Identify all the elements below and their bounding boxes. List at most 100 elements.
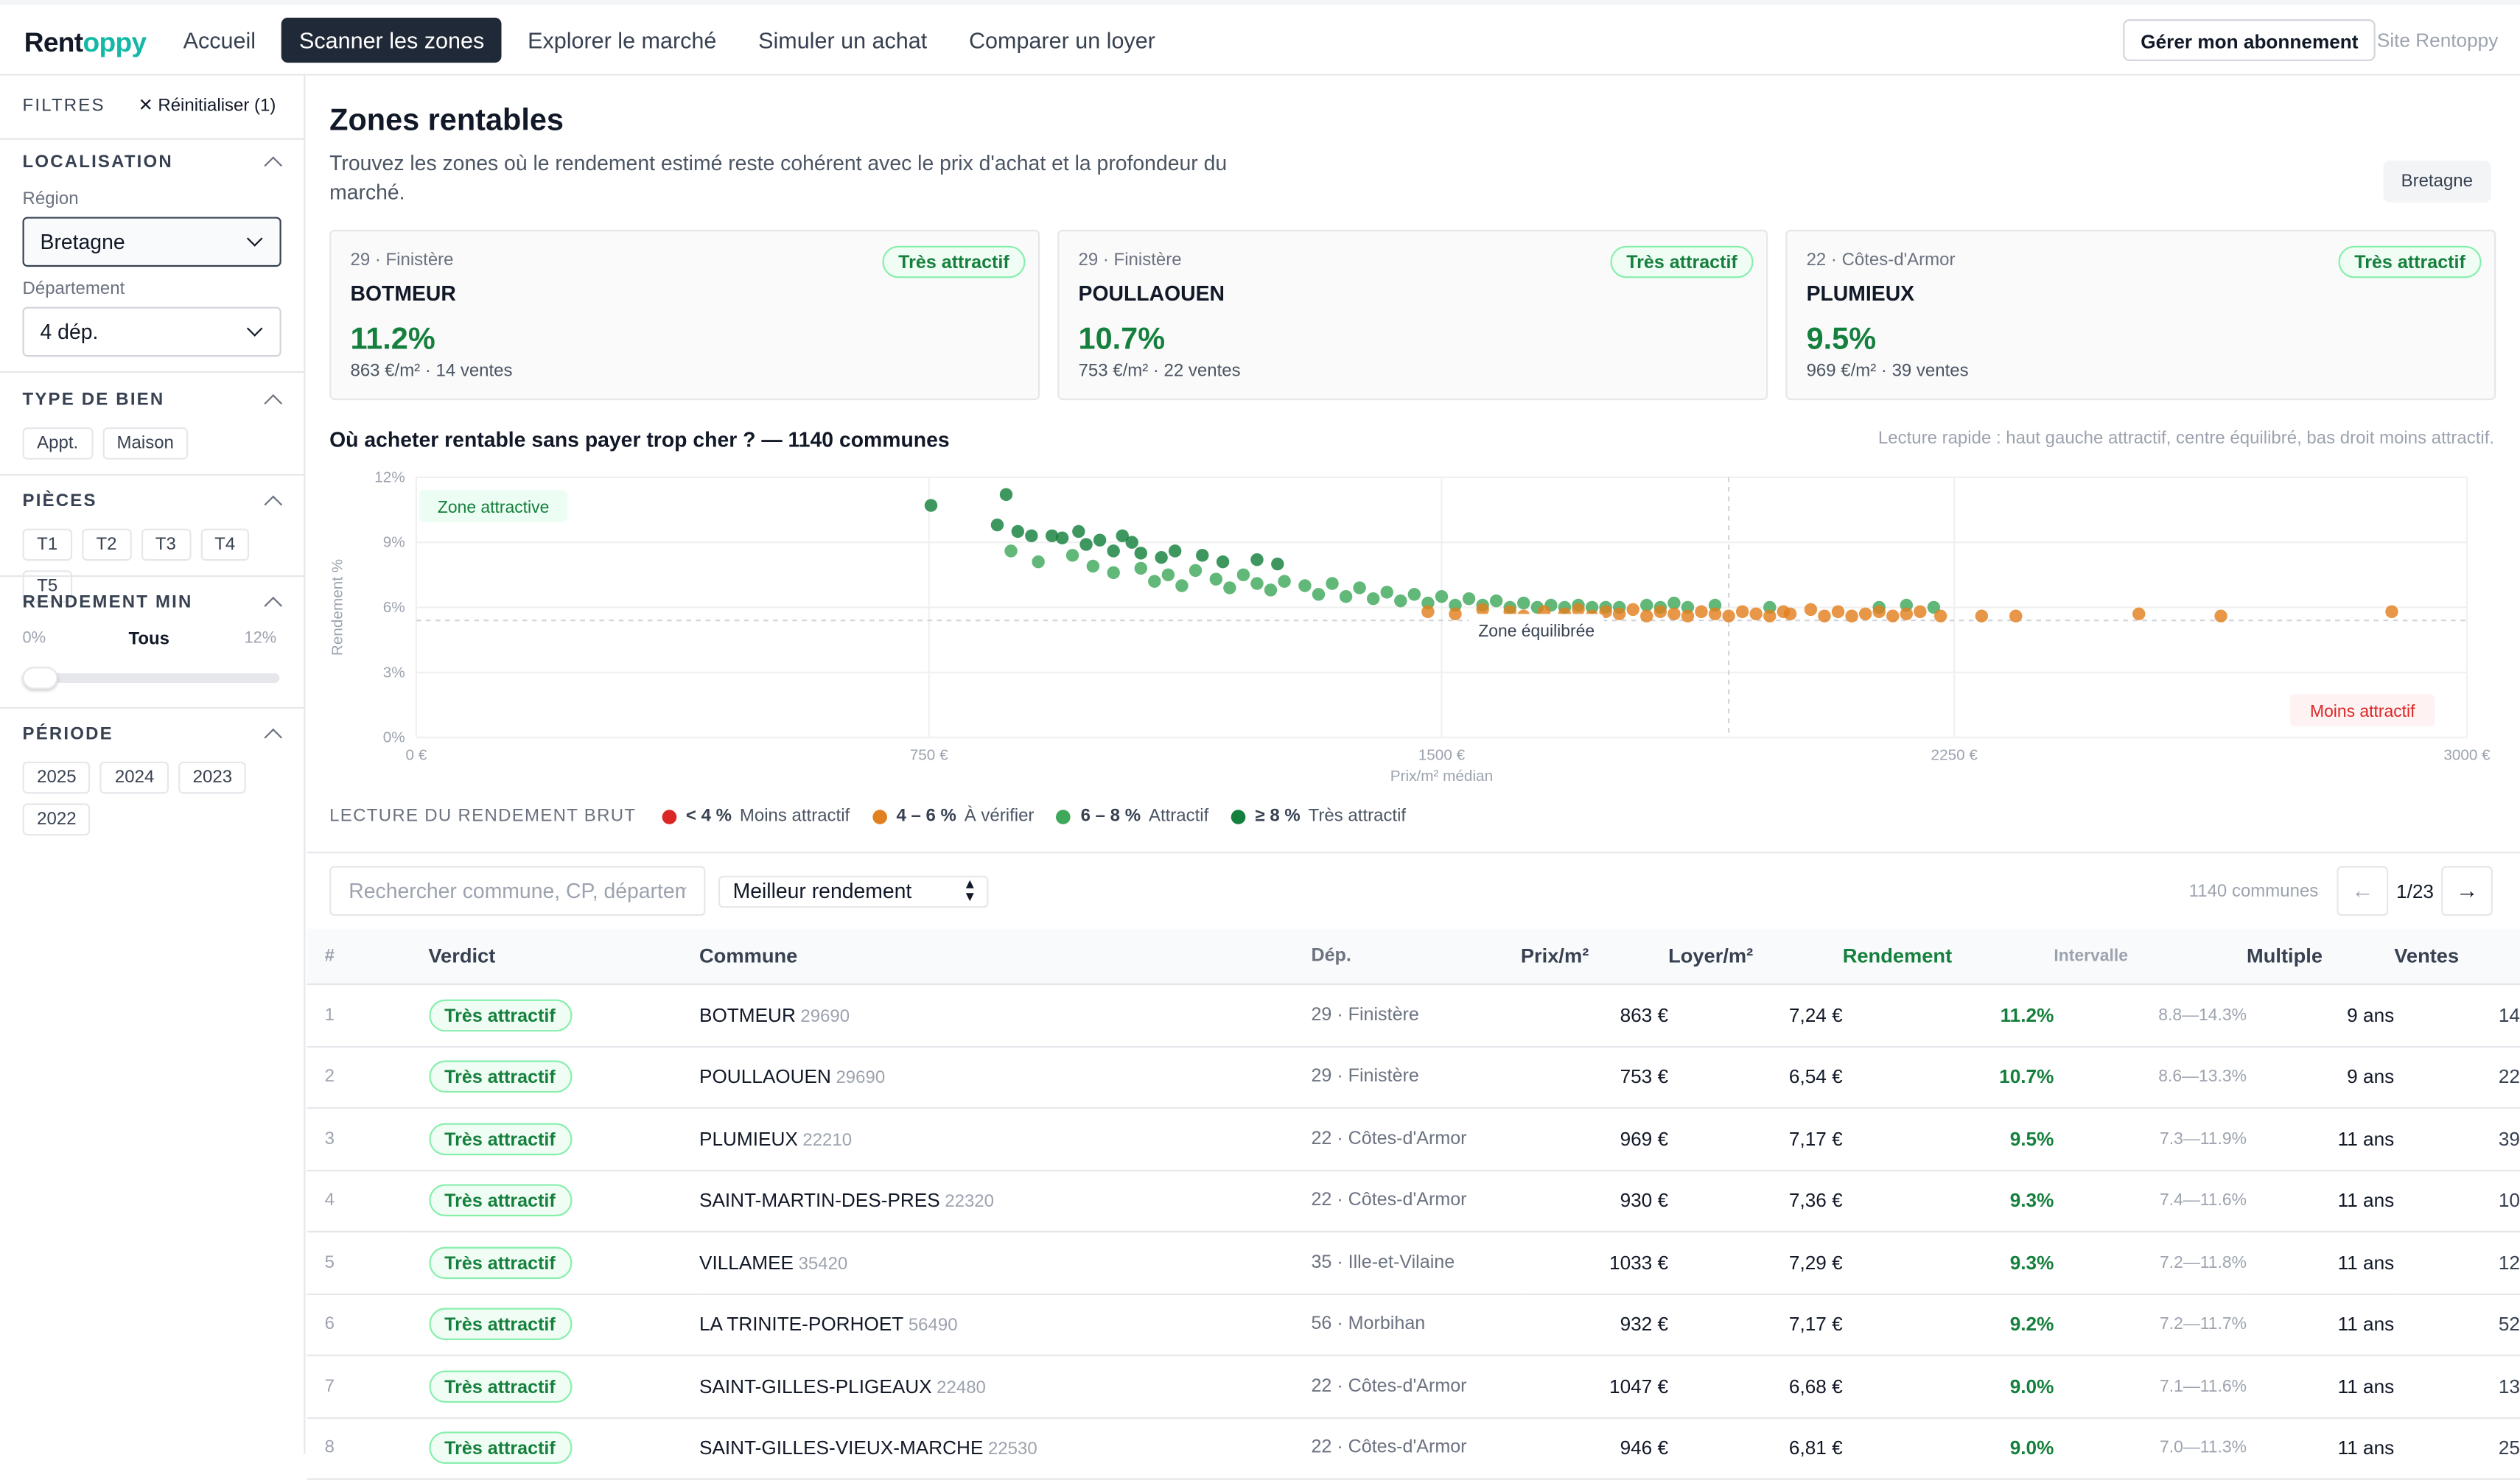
scatter-point[interactable] bbox=[1640, 609, 1653, 622]
scatter-point[interactable] bbox=[1640, 598, 1653, 612]
scatter-point[interactable] bbox=[1845, 609, 1858, 622]
scatter-point[interactable] bbox=[1927, 600, 1941, 614]
rendement-min-title[interactable]: RENDEMENT MIN bbox=[22, 592, 193, 613]
scatter-point[interactable] bbox=[1735, 605, 1749, 619]
scatter-point[interactable] bbox=[1394, 594, 1407, 608]
slider-thumb[interactable] bbox=[22, 667, 58, 690]
filter-chip[interactable]: 2023 bbox=[178, 761, 247, 794]
scatter-point[interactable] bbox=[1462, 592, 1476, 606]
scatter-point[interactable] bbox=[1366, 592, 1380, 606]
scatter-point[interactable] bbox=[1107, 566, 1120, 580]
filter-chip[interactable]: T2 bbox=[81, 528, 132, 561]
scatter-point[interactable] bbox=[1626, 603, 1639, 617]
scatter-point[interactable] bbox=[1763, 609, 1777, 622]
scatter-point[interactable] bbox=[1722, 609, 1735, 622]
scatter-point[interactable] bbox=[1380, 586, 1393, 599]
scatter-point[interactable] bbox=[1004, 544, 1018, 558]
scatter-point[interactable] bbox=[1749, 607, 1763, 621]
chevron-up-icon[interactable] bbox=[264, 156, 283, 175]
column-header[interactable]: Prix/m² bbox=[1520, 928, 1669, 986]
pieces-title[interactable]: PIÈCES bbox=[22, 491, 97, 511]
column-header[interactable]: Loyer/m² bbox=[1668, 928, 1843, 986]
scatter-point[interactable] bbox=[1421, 605, 1435, 619]
scatter-point[interactable] bbox=[1032, 555, 1045, 569]
scatter-point[interactable] bbox=[2214, 609, 2227, 622]
column-header[interactable]: Dép. bbox=[1311, 928, 1521, 986]
filter-chip[interactable]: T3 bbox=[141, 528, 191, 561]
type-bien-title[interactable]: TYPE DE BIEN bbox=[22, 390, 165, 410]
scatter-point[interactable] bbox=[1804, 603, 1818, 617]
scatter-point[interactable] bbox=[1189, 564, 1203, 578]
chevron-up-icon[interactable] bbox=[264, 495, 283, 514]
scatter-point[interactable] bbox=[1236, 568, 1250, 582]
table-row[interactable]: 5 Très attractif VILLAMEE 35420 35 · Ille-et… bbox=[307, 1231, 2520, 1294]
scatter-point[interactable] bbox=[990, 518, 1004, 532]
scatter-point[interactable] bbox=[1783, 607, 1797, 621]
scatter-point[interactable] bbox=[1407, 588, 1421, 601]
filter-chip[interactable]: T1 bbox=[22, 528, 72, 561]
nav-item-4[interactable]: Comparer un loyer bbox=[968, 27, 1155, 53]
scatter-point[interactable] bbox=[1298, 579, 1312, 592]
scatter-point[interactable] bbox=[1914, 605, 1927, 619]
table-row[interactable]: 1 Très attractif BOTMEUR 29690 29 · Finistèr… bbox=[307, 983, 2520, 1047]
chevron-up-icon[interactable] bbox=[264, 728, 283, 747]
table-row[interactable]: 3 Très attractif PLUMIEUX 22210 22 · Côtes-d… bbox=[307, 1107, 2520, 1171]
filter-chip[interactable]: T5 bbox=[22, 570, 72, 603]
rentoppy-logo[interactable]: Rentoppy bbox=[24, 27, 147, 60]
table-row[interactable]: 2 Très attractif POULLAOUEN 29690 29 · Finis… bbox=[307, 1045, 2520, 1109]
chevron-up-icon[interactable] bbox=[264, 596, 283, 615]
scatter-point[interactable] bbox=[2385, 605, 2398, 619]
scatter-point[interactable] bbox=[924, 499, 938, 512]
table-row[interactable]: 6 Très attractif LA TRINITE-PORHOET 56490 56… bbox=[307, 1293, 2520, 1356]
scatter-point[interactable] bbox=[1708, 607, 1722, 621]
scatter-point[interactable] bbox=[1517, 596, 1530, 610]
scatter-point[interactable] bbox=[1933, 609, 1947, 622]
scatter-point[interactable] bbox=[1339, 590, 1353, 603]
filter-chip[interactable]: 2025 bbox=[22, 761, 91, 794]
scatter-point[interactable] bbox=[1116, 529, 1129, 543]
scatter-point[interactable] bbox=[1435, 590, 1449, 603]
filter-chip[interactable]: Appt. bbox=[22, 427, 93, 460]
scatter-point[interactable] bbox=[1209, 572, 1223, 586]
scatter-point[interactable] bbox=[1264, 583, 1278, 597]
scatter-point[interactable] bbox=[1831, 605, 1845, 619]
prev-page-button[interactable]: ← bbox=[2337, 866, 2389, 916]
scatter-point[interactable] bbox=[1250, 577, 1264, 590]
departement-select[interactable]: 4 dép. bbox=[22, 306, 281, 357]
region-select[interactable]: Bretagne bbox=[22, 217, 281, 267]
nav-item-0[interactable]: Accueil bbox=[183, 27, 256, 53]
scatter-point[interactable] bbox=[1155, 551, 1168, 564]
next-page-button[interactable]: → bbox=[2441, 866, 2493, 916]
reset-filters-button[interactable]: ✕ Réinitialiser (1) bbox=[139, 95, 276, 116]
scatter-point[interactable] bbox=[1072, 525, 1085, 539]
scatter-point[interactable] bbox=[1107, 544, 1120, 558]
filter-chip[interactable]: Maison bbox=[102, 427, 189, 460]
filter-chip[interactable]: 2022 bbox=[22, 803, 91, 836]
scatter-point[interactable] bbox=[1872, 605, 1886, 619]
scatter-point[interactable] bbox=[1667, 596, 1681, 610]
sort-select[interactable]: Meilleur rendement ▴ ▾ bbox=[718, 875, 989, 908]
scatter-point[interactable] bbox=[1250, 553, 1264, 567]
scatter-point[interactable] bbox=[1695, 605, 1708, 619]
column-header[interactable]: Ventes bbox=[2394, 928, 2520, 986]
scatter-point[interactable] bbox=[1326, 577, 1339, 590]
scatter-point[interactable] bbox=[1045, 529, 1059, 543]
column-header[interactable]: Intervalle bbox=[2054, 928, 2247, 986]
column-header[interactable]: # bbox=[307, 928, 406, 986]
chevron-up-icon[interactable] bbox=[264, 394, 283, 413]
scatter-point[interactable] bbox=[1196, 549, 1209, 562]
scatter-point[interactable] bbox=[1278, 575, 1291, 588]
scatter-point[interactable] bbox=[1612, 607, 1626, 621]
scatter-point[interactable] bbox=[1572, 603, 1585, 617]
scatter-point[interactable] bbox=[1134, 561, 1147, 575]
scatter-point[interactable] bbox=[1086, 559, 1100, 573]
column-header[interactable]: Commune bbox=[699, 928, 1312, 986]
scatter-point[interactable] bbox=[1271, 557, 1284, 571]
nav-item-3[interactable]: Simuler un achat bbox=[758, 27, 928, 53]
column-header[interactable]: Verdict bbox=[405, 928, 699, 986]
scatter-point[interactable] bbox=[1476, 603, 1489, 617]
scatter-point[interactable] bbox=[1093, 533, 1107, 547]
scatter-point[interactable] bbox=[1134, 547, 1147, 560]
nav-item-2[interactable]: Explorer le marché bbox=[528, 27, 717, 53]
scatter-point[interactable] bbox=[1312, 588, 1326, 601]
